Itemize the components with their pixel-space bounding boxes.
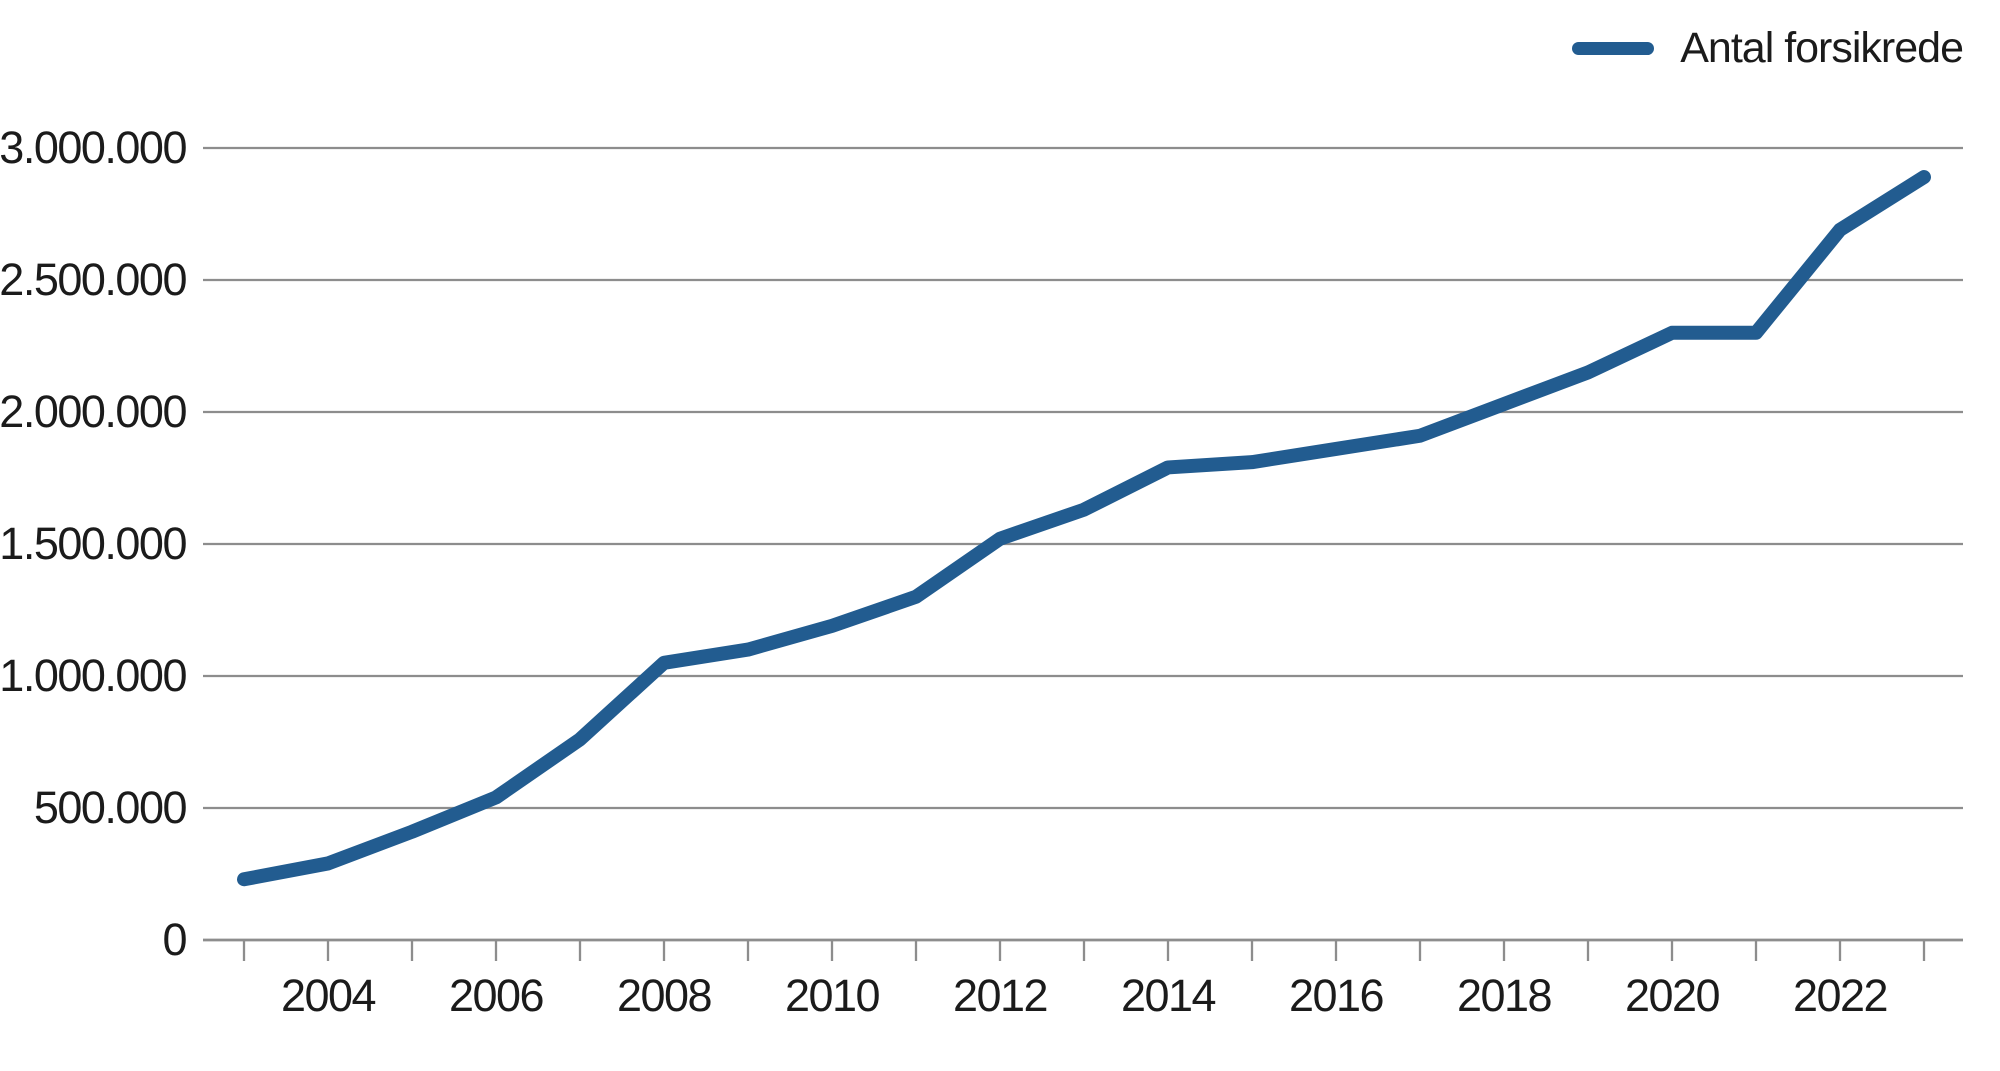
y-tick-label: 0 [162, 914, 186, 965]
y-tick-label: 2.500.000 [0, 254, 186, 305]
x-tick-label: 2010 [785, 970, 880, 1021]
y-tick-label: 1.500.000 [0, 518, 186, 569]
x-tick-label: 2004 [281, 970, 376, 1021]
y-tick-label: 2.000.000 [0, 386, 186, 437]
x-tick-label: 2022 [1793, 970, 1887, 1021]
x-tick-label: 2012 [953, 970, 1047, 1021]
y-tick-label: 1.000.000 [0, 650, 186, 701]
y-tick-label: 3.000.000 [0, 122, 186, 173]
legend-label: Antal forsikrede [1680, 23, 1964, 72]
x-tick-label: 2016 [1289, 970, 1384, 1021]
x-tick-label: 2014 [1121, 970, 1216, 1021]
x-tick-label: 2008 [617, 970, 712, 1021]
x-tick-label: 2018 [1457, 970, 1552, 1021]
series-line-antal-forsikrede [237, 170, 1931, 887]
y-tick-label: 500.000 [34, 782, 187, 833]
x-tick-label: 2006 [449, 970, 544, 1021]
legend: Antal forsikrede [1572, 20, 1964, 76]
legend-line-swatch [1572, 41, 1655, 55]
x-tick-label: 2020 [1625, 970, 1720, 1021]
